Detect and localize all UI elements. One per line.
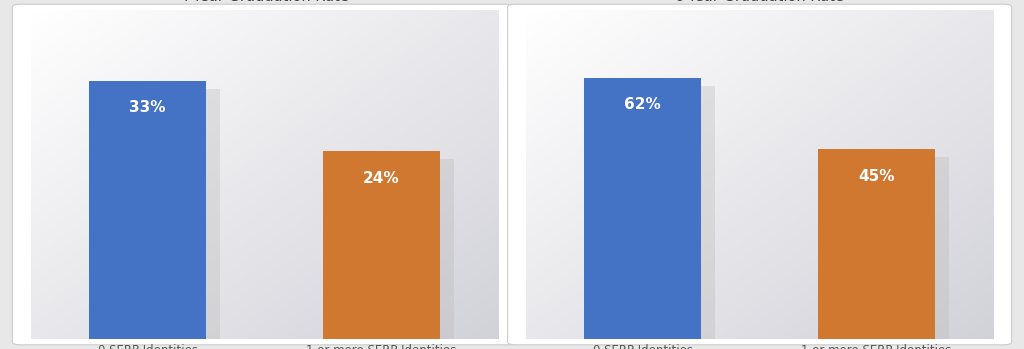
Text: 24%: 24% [362,171,399,186]
Bar [323,151,439,339]
Text: 45%: 45% [858,169,895,184]
Bar [89,81,206,339]
Text: Fall 2016 Cohort, FTFT Idaho Residents
6-Year Graduation Rate: Fall 2016 Cohort, FTFT Idaho Residents 6… [617,0,902,4]
Bar [585,78,701,339]
Text: Fall 2016 Cohort, FTFT Idaho Residents
4-Year Graduation Rate: Fall 2016 Cohort, FTFT Idaho Residents 4… [122,0,407,4]
Polygon shape [103,89,220,347]
Polygon shape [833,157,949,347]
Text: 33%: 33% [129,101,166,116]
Text: 62%: 62% [625,97,662,112]
Bar [818,149,935,339]
Polygon shape [598,86,715,347]
Polygon shape [337,159,454,347]
